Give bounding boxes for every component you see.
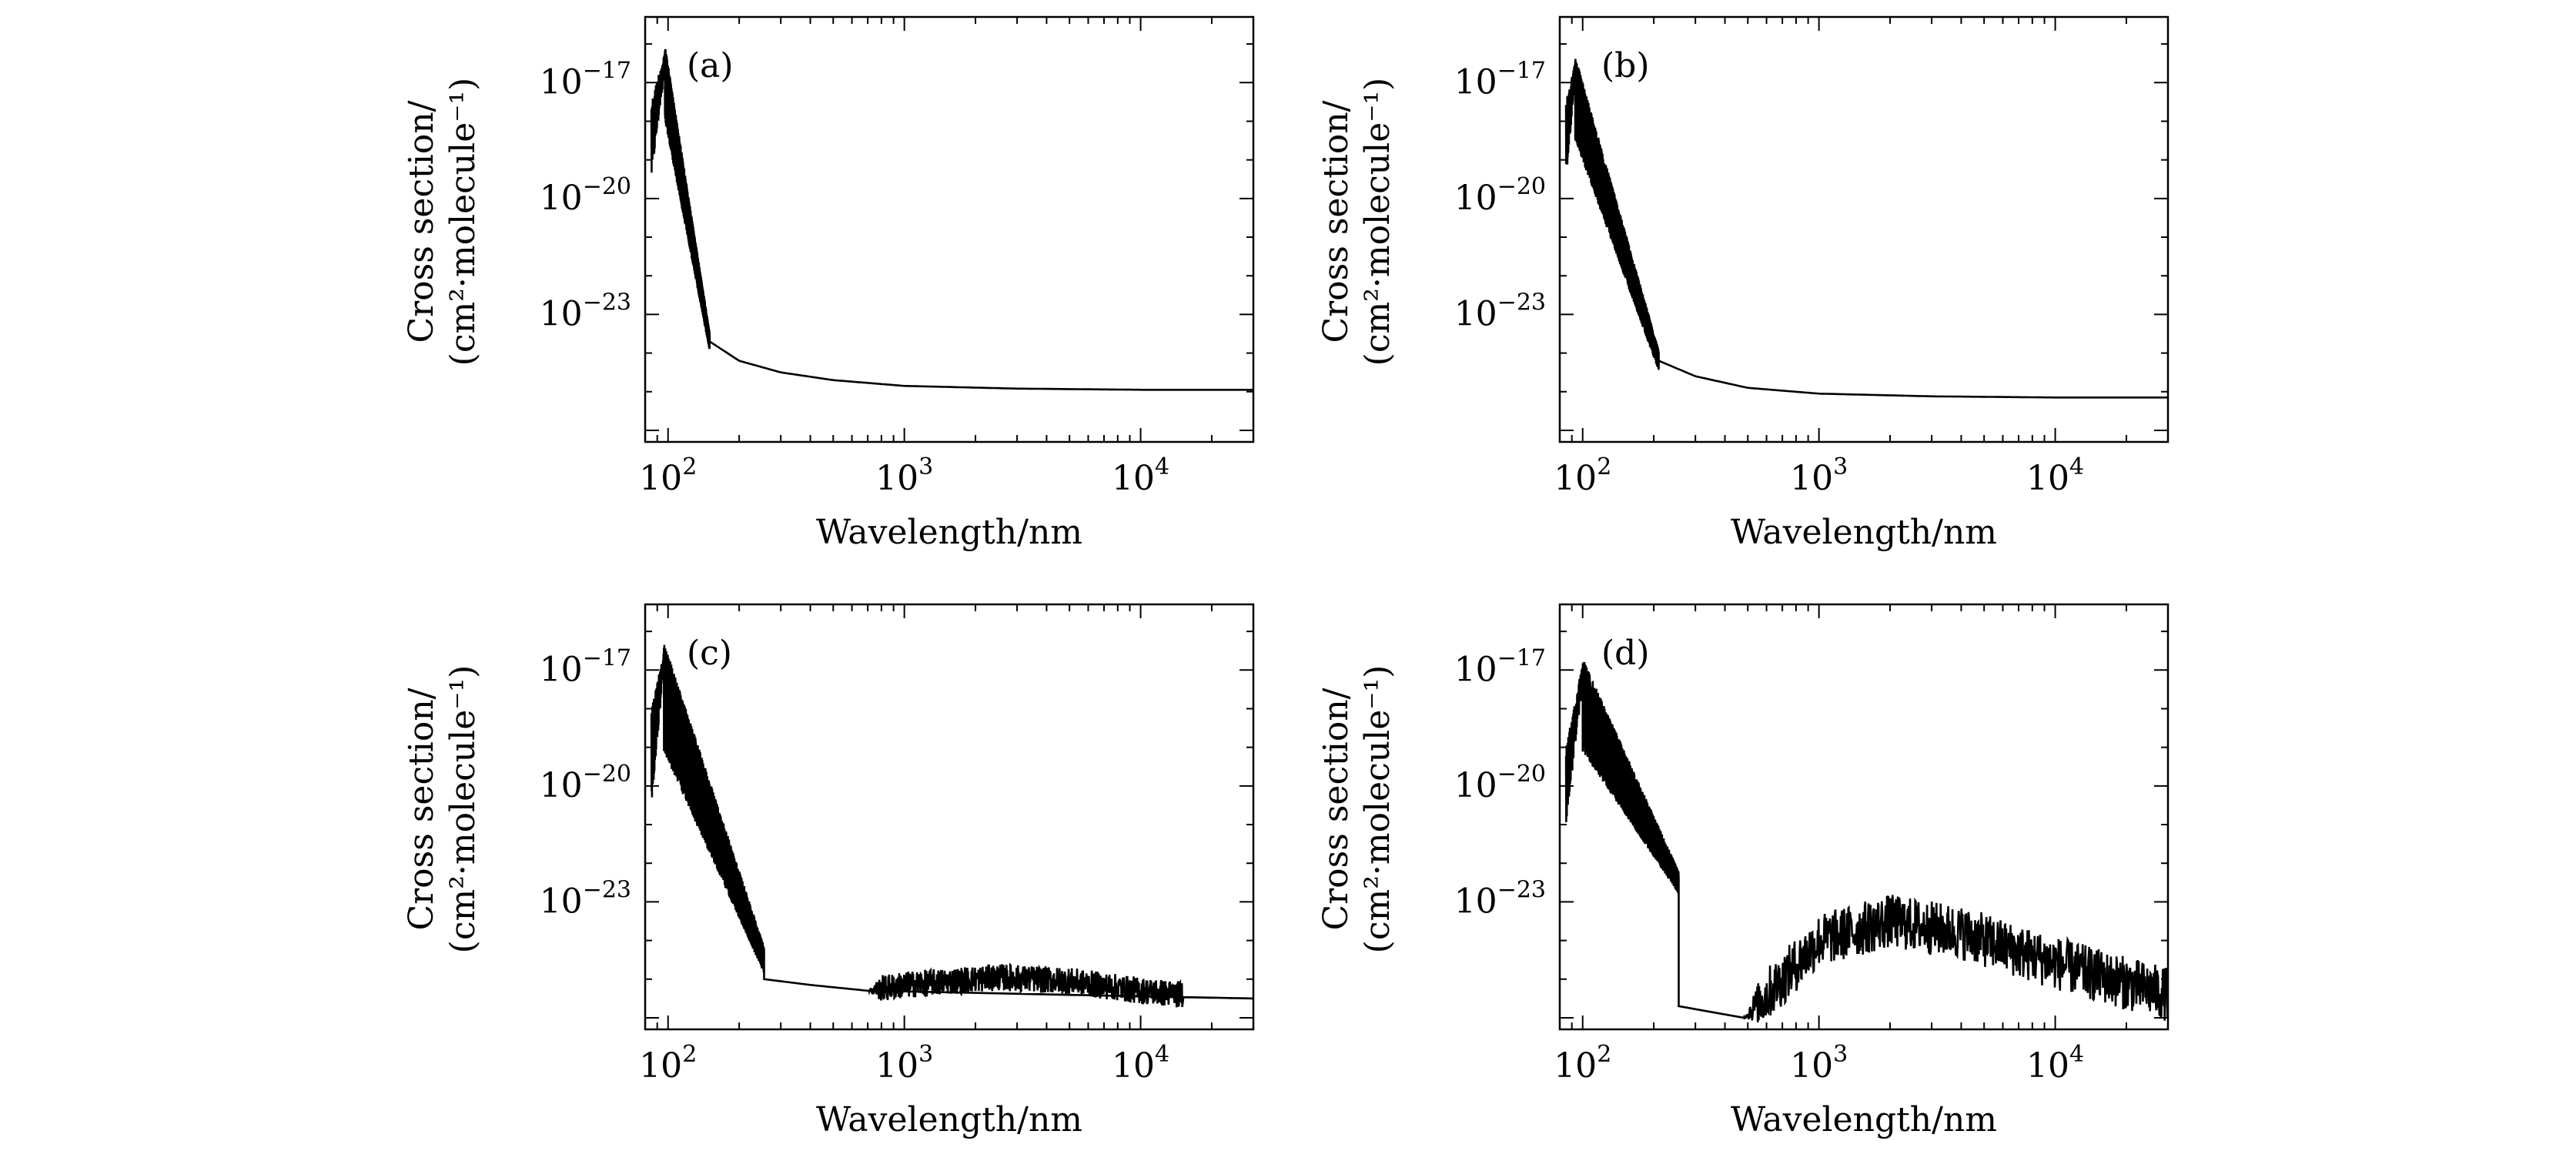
- x-axis-label: Wavelength/nm: [816, 1100, 1082, 1139]
- y-axis-label: Cross section/(cm²·molecule⁻¹): [402, 665, 483, 954]
- y-tick-label: 10−20: [1454, 173, 1546, 218]
- tick-marks: [1559, 604, 2169, 1029]
- data-series-line: [650, 49, 1253, 391]
- x-tick-label: 104: [2026, 453, 2084, 498]
- y-tick-label: 10−23: [1454, 876, 1546, 921]
- x-axis-label: Wavelength/nm: [1731, 1100, 1997, 1139]
- y-tick-label: 10−17: [1454, 644, 1546, 689]
- plot-frame: [644, 15, 1255, 443]
- x-tick-label: 102: [639, 1041, 697, 1086]
- panel-label: (a): [687, 46, 734, 85]
- x-tick-label: 103: [1790, 453, 1848, 498]
- panel-a: 102 103 104 10−17 10−20 10−23 Wavelength/nm Cro…: [402, 15, 1255, 552]
- tick-marks: [644, 17, 1254, 442]
- panel-label: (c): [687, 634, 732, 673]
- panel-label: (d): [1601, 634, 1650, 673]
- x-axis-label: Wavelength/nm: [816, 513, 1082, 552]
- plot-frame: [1558, 603, 2170, 1031]
- x-tick-label: 103: [875, 1041, 933, 1086]
- x-tick-label: 102: [1554, 453, 1611, 498]
- x-tick-label: 104: [1112, 453, 1169, 498]
- y-tick-label: 10−20: [540, 173, 631, 218]
- data-series-line: [1564, 661, 2168, 1022]
- panel-d: 102 103 104 10−17 10−20 10−23 Wavelength/nm Cro…: [1316, 603, 2170, 1139]
- y-tick-label: 10−20: [1454, 761, 1546, 805]
- y-axis-label: Cross section/(cm²·molecule⁻¹): [402, 78, 483, 366]
- y-tick-label: 10−23: [540, 289, 631, 333]
- x-axis-label: Wavelength/nm: [1731, 513, 1997, 552]
- x-tick-label: 103: [875, 453, 933, 498]
- y-tick-label: 10−17: [1454, 57, 1546, 102]
- x-tick-label: 103: [1790, 1041, 1848, 1086]
- y-tick-label: 10−23: [1454, 289, 1546, 333]
- x-tick-label: 104: [2026, 1041, 2084, 1086]
- y-tick-label: 10−23: [540, 876, 631, 921]
- x-tick-label: 102: [639, 453, 697, 498]
- plot-frame: [644, 603, 1255, 1031]
- panel-label: (b): [1601, 46, 1650, 85]
- y-axis-label: Cross section/(cm²·molecule⁻¹): [1316, 78, 1397, 366]
- data-series-line: [1564, 59, 2168, 399]
- panel-c: 102 103 104 10−17 10−20 10−23 Wavelength/nm Cro…: [402, 603, 1255, 1139]
- y-axis-label: Cross section/(cm²·molecule⁻¹): [1316, 665, 1397, 954]
- plot-frame: [1558, 15, 2170, 443]
- x-tick-label: 104: [1112, 1041, 1169, 1086]
- data-series-line: [650, 644, 1253, 1008]
- tick-marks: [644, 604, 1254, 1029]
- y-tick-label: 10−17: [540, 57, 631, 102]
- panel-b: 102 103 104 10−17 10−20 10−23 Wavelength/nm Cro…: [1316, 15, 2170, 552]
- tick-marks: [1559, 17, 2169, 442]
- y-tick-label: 10−17: [540, 644, 631, 689]
- y-tick-label: 10−20: [540, 761, 631, 805]
- x-tick-label: 102: [1554, 1041, 1611, 1086]
